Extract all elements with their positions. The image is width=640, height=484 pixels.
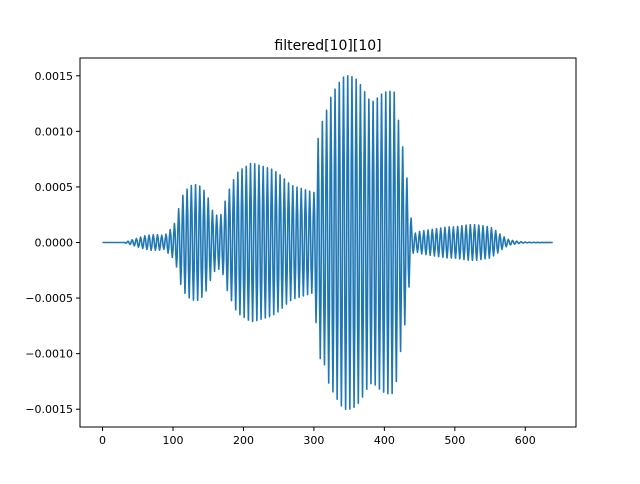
y-tick-label: 0.0000	[35, 237, 74, 250]
y-tick-label: 0.0010	[35, 125, 74, 138]
x-tick-label: 600	[515, 434, 536, 447]
y-tick-label: 0.0015	[35, 70, 74, 83]
series-line-0	[102, 74, 553, 411]
y-tick-label: −0.0010	[25, 348, 73, 361]
chart-title: filtered[10][10]	[274, 38, 381, 54]
x-tick-label: 100	[163, 434, 184, 447]
x-tick-label: 200	[233, 434, 254, 447]
x-axis: 0 100 200 300 400 500 600	[99, 427, 536, 447]
y-tick-label: −0.0005	[25, 292, 73, 305]
plot-area	[102, 74, 553, 411]
x-tick-label: 300	[303, 434, 324, 447]
y-axis: −0.0015 −0.0010 −0.0005 0.0000 0.0005 0.0010 0…	[25, 70, 80, 416]
x-tick-label: 0	[99, 434, 106, 447]
y-tick-label: −0.0015	[25, 403, 73, 416]
x-tick-label: 400	[374, 434, 395, 447]
x-tick-label: 500	[444, 434, 465, 447]
y-tick-label: 0.0005	[35, 181, 74, 194]
